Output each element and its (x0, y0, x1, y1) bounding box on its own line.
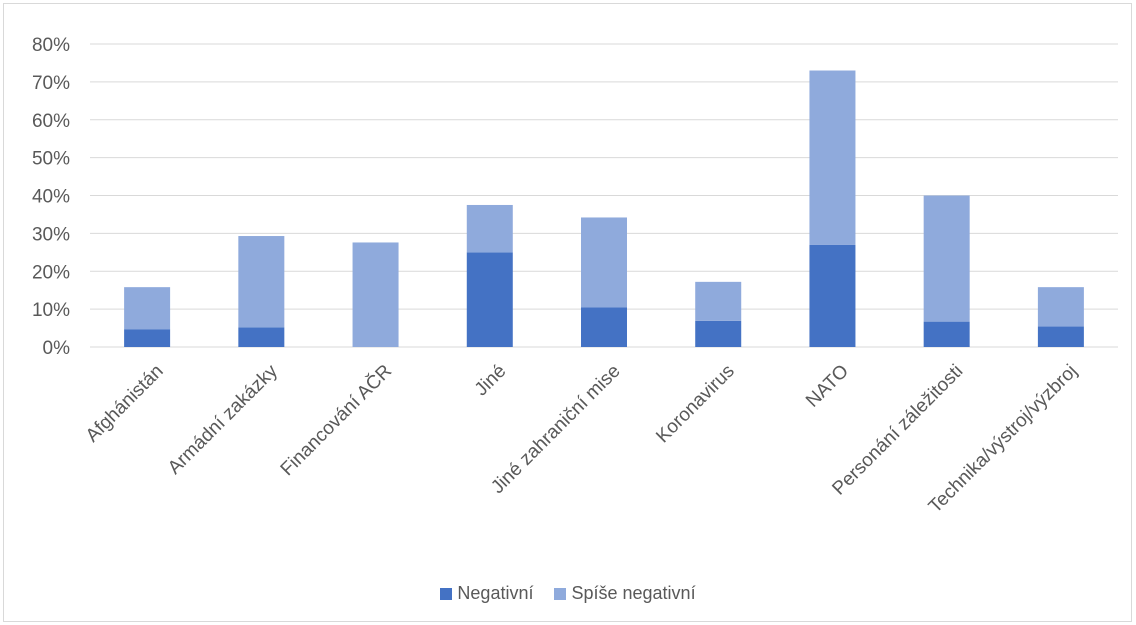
bar-negativni (124, 329, 171, 347)
bar-spise-negativni (124, 287, 171, 330)
bar-spise-negativni (238, 236, 285, 328)
y-tick-label: 70% (32, 73, 70, 94)
bar-spise-negativni (1037, 287, 1084, 327)
y-tick-label: 60% (32, 111, 70, 132)
x-tick-label: Afghánistán (82, 361, 168, 447)
bar-spise-negativni (923, 195, 970, 322)
legend-label-negativni: Negativní (457, 583, 534, 603)
x-tick-label: NATO (802, 361, 853, 412)
bar-negativni (695, 320, 742, 347)
bar-spise-negativni (695, 281, 742, 321)
bar-negativni (923, 321, 970, 347)
legend-swatch-spise-negativni (554, 587, 567, 600)
y-tick-label: 30% (32, 224, 70, 245)
bar-negativni (809, 244, 856, 347)
bar-spise-negativni (809, 70, 856, 245)
y-tick-label: 20% (32, 262, 70, 283)
x-tick-label: Armádní zakázky (164, 360, 282, 478)
y-tick-label: 10% (32, 300, 70, 321)
legend-item-spise-negativni: Spíše negativní (554, 583, 696, 604)
x-tick-label: Financování AČR (276, 360, 396, 480)
y-tick-label: 50% (32, 149, 70, 170)
x-tick-label: Jiné (471, 361, 510, 400)
bar-negativni (581, 307, 627, 347)
y-tick-label: 80% (32, 35, 70, 56)
bar-spise-negativni (466, 204, 513, 253)
x-tick-label: Jiné zahraniční mise (487, 361, 624, 498)
y-tick-label: 0% (43, 338, 71, 359)
legend-item-negativni: Negativní (440, 583, 533, 604)
bar-spise-negativni (581, 217, 627, 308)
bar-spise-negativni (352, 242, 399, 347)
legend: Negativní Spíše negativní (0, 583, 1136, 605)
bar-negativni (1037, 326, 1084, 347)
bar-negativni (466, 252, 513, 347)
legend-label-spise-negativni: Spíše negativní (571, 583, 696, 603)
bar-negativni (238, 327, 285, 347)
y-tick-label: 40% (32, 187, 70, 208)
x-tick-label: Koronavirus (652, 361, 739, 448)
x-tick-label: Personání záležitosti (828, 361, 967, 500)
legend-swatch-negativni (440, 587, 453, 600)
